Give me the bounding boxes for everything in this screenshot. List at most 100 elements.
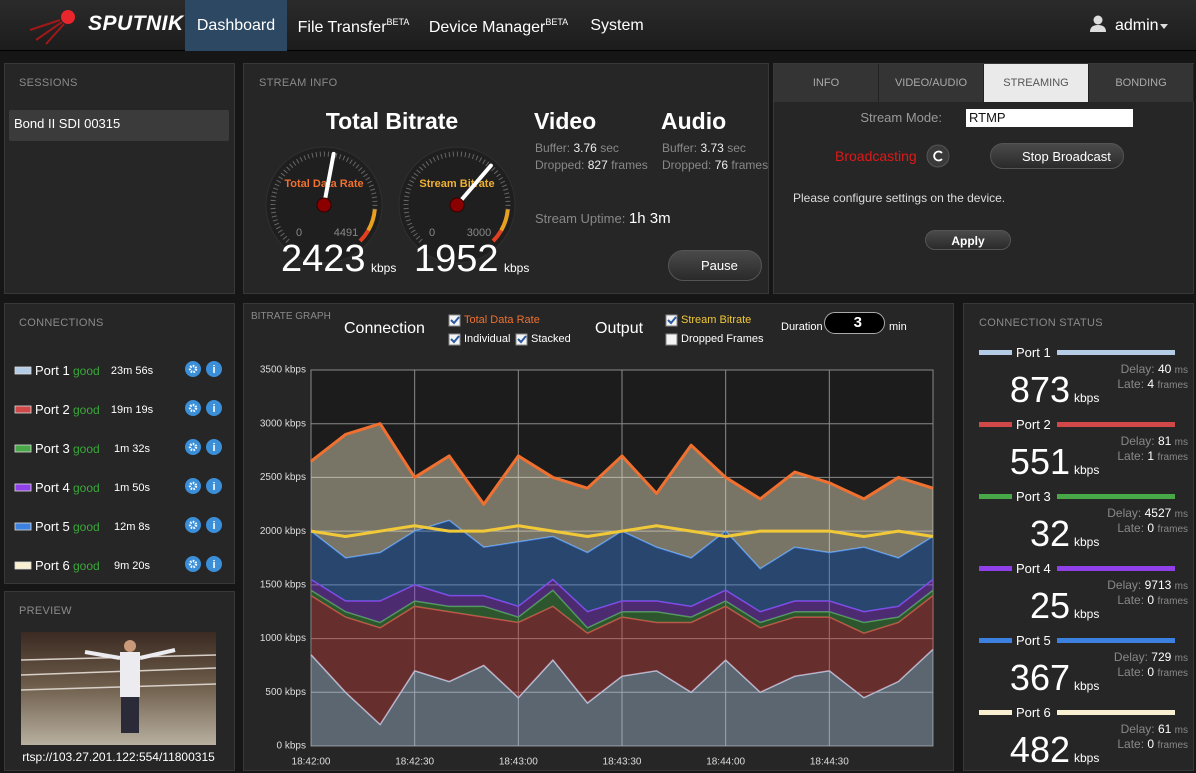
stack-line bbox=[310, 578, 934, 613]
option-label: Dropped Frames bbox=[681, 333, 764, 345]
late-unit: frames bbox=[1157, 380, 1188, 391]
delay-label: Delay: bbox=[1120, 362, 1155, 376]
settings-message: Please configure settings on the device. bbox=[793, 191, 1006, 205]
gauge-warn bbox=[499, 209, 510, 232]
checkbox[interactable] bbox=[515, 333, 528, 346]
pause-button[interactable] bbox=[668, 250, 762, 281]
checkbox[interactable] bbox=[665, 314, 678, 327]
port-info-button[interactable] bbox=[206, 439, 222, 455]
settings-tab[interactable]: BONDING bbox=[1089, 64, 1194, 102]
mode-select[interactable]: RTMP bbox=[966, 109, 1133, 127]
y-tick-label: 2000 kbps bbox=[260, 526, 306, 537]
port-settings-button[interactable] bbox=[185, 556, 201, 572]
port-uptime: 23m 56s bbox=[110, 365, 154, 377]
port-settings-button[interactable] bbox=[185, 400, 201, 416]
status-delay: Delay: 61 ms bbox=[1060, 722, 1188, 736]
late-label: Late: bbox=[1117, 665, 1145, 679]
status-bitrate: 551 bbox=[1009, 441, 1070, 482]
late-unit: frames bbox=[1157, 596, 1188, 607]
status-delay: Delay: 729 ms bbox=[1060, 650, 1188, 664]
panel-title: CONNECTION STATUS bbox=[979, 317, 1103, 329]
stack-line bbox=[310, 648, 934, 726]
nav-tab[interactable]: File TransferBETA bbox=[287, 0, 420, 51]
apply-button[interactable]: Apply bbox=[925, 230, 1011, 250]
nav-tab-label: File TransferBETA bbox=[297, 17, 410, 36]
gauge-max: 3000 bbox=[467, 227, 491, 239]
status-delay: Delay: 4527 ms bbox=[1060, 506, 1188, 520]
checkmark bbox=[450, 316, 460, 325]
status-port-name: Port 6 bbox=[1016, 705, 1051, 720]
port-swatch bbox=[14, 483, 32, 492]
delay-value: 9713 bbox=[1144, 578, 1172, 592]
status-bitrate-unit: kbps bbox=[1074, 607, 1100, 621]
checkbox[interactable] bbox=[448, 314, 461, 327]
duration-input[interactable]: 3 bbox=[824, 312, 885, 334]
gauge-min: 0 bbox=[429, 227, 435, 239]
delay-label: Delay: bbox=[1120, 722, 1155, 736]
session-item[interactable] bbox=[9, 110, 229, 141]
checkmark bbox=[517, 335, 527, 344]
info-glyph: i bbox=[212, 520, 215, 532]
port-swatch bbox=[14, 444, 32, 453]
port-name: Port 5 bbox=[35, 519, 70, 534]
status-bar-left bbox=[979, 566, 1012, 571]
dropped-value: 827 bbox=[587, 158, 608, 172]
port-status: good bbox=[73, 520, 100, 534]
gauge-min: 0 bbox=[296, 227, 302, 239]
refresh-button[interactable] bbox=[926, 144, 950, 168]
late-value: 0 bbox=[1147, 737, 1155, 751]
port-settings-button[interactable] bbox=[185, 439, 201, 455]
checkbox[interactable] bbox=[448, 333, 461, 346]
port-name: Port 6 bbox=[35, 558, 70, 573]
y-tick-label: 500 kbps bbox=[265, 687, 306, 698]
settings-tab[interactable]: STREAMING bbox=[984, 64, 1089, 102]
port-settings-button[interactable] bbox=[185, 517, 201, 533]
nav-tab[interactable]: Dashboard bbox=[185, 0, 287, 51]
delay-label: Delay: bbox=[1113, 650, 1148, 664]
status-bar-left bbox=[979, 350, 1012, 355]
port-swatch bbox=[14, 522, 32, 531]
port-info-button[interactable] bbox=[206, 478, 222, 494]
nav-tab[interactable]: System bbox=[577, 0, 657, 51]
delay-value: 40 bbox=[1157, 362, 1172, 376]
status-bar-left bbox=[979, 422, 1012, 427]
late-unit: frames bbox=[1157, 452, 1188, 463]
y-tick-label: 1500 kbps bbox=[260, 579, 306, 590]
session-name: Bond II SDI 00315 bbox=[14, 116, 121, 131]
broadcast-status: Broadcasting bbox=[835, 148, 917, 164]
settings-tab[interactable]: VIDEO/AUDIO bbox=[879, 64, 984, 102]
settings-tab[interactable]: INFO bbox=[774, 64, 879, 102]
connection-status-panel bbox=[963, 303, 1194, 771]
x-tick-label: 18:44:30 bbox=[810, 757, 849, 768]
checkbox[interactable] bbox=[665, 333, 678, 346]
delay-unit: ms bbox=[1174, 725, 1188, 736]
y-tick-label: 1000 kbps bbox=[260, 633, 306, 644]
delay-unit: ms bbox=[1174, 437, 1188, 448]
stop-label: Stop Broadcast bbox=[1022, 149, 1111, 164]
buffer-label: Buffer: bbox=[662, 141, 698, 155]
port-info-button[interactable] bbox=[206, 556, 222, 572]
port-uptime: 1m 50s bbox=[113, 482, 151, 494]
late-unit: frames bbox=[1157, 740, 1188, 751]
late-value: 1 bbox=[1147, 449, 1155, 463]
port-settings-button[interactable] bbox=[185, 361, 201, 377]
port-info-button[interactable] bbox=[206, 361, 222, 377]
port-info-button[interactable] bbox=[206, 517, 222, 533]
port-status: good bbox=[73, 559, 100, 573]
nav-tab[interactable]: Device ManagerBETA bbox=[420, 0, 577, 51]
delay-value: 81 bbox=[1157, 434, 1172, 448]
checkmark bbox=[667, 316, 677, 325]
late-value: 0 bbox=[1147, 521, 1155, 535]
user-menu[interactable]: admin bbox=[1115, 17, 1159, 34]
port-status: good bbox=[73, 364, 100, 378]
gauge-label: Stream Bitrate bbox=[419, 178, 494, 190]
duration-unit: min bbox=[889, 321, 907, 333]
delay-label: Delay: bbox=[1107, 506, 1142, 520]
stop-button[interactable] bbox=[990, 143, 1124, 169]
port-settings-button[interactable] bbox=[185, 478, 201, 494]
port-info-button[interactable] bbox=[206, 400, 222, 416]
status-late: Late: 0 frames bbox=[1060, 665, 1188, 679]
gauge-unit: kbps bbox=[504, 261, 530, 275]
mode-label: Stream Mode: bbox=[860, 110, 942, 125]
